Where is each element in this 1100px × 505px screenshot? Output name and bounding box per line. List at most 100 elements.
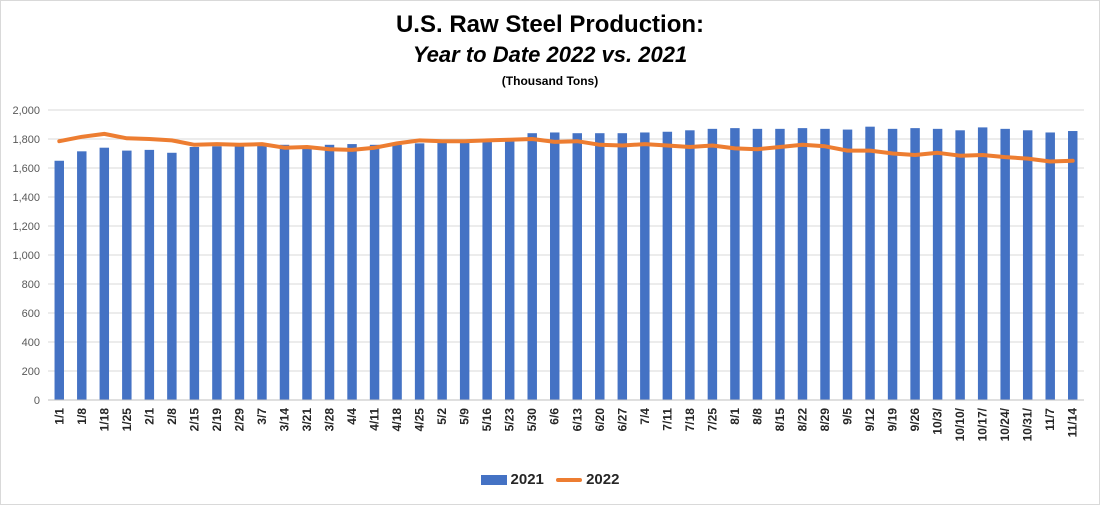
bar-2021 bbox=[369, 144, 380, 400]
x-tick-label: 10/17/ bbox=[976, 407, 990, 441]
legend-label-2022: 2022 bbox=[586, 470, 620, 488]
x-tick-label: 2/8 bbox=[165, 408, 179, 425]
y-tick-label: 200 bbox=[22, 366, 40, 378]
bar-2021 bbox=[640, 132, 650, 400]
bar-2021 bbox=[887, 128, 898, 400]
x-tick-label: 11/14 bbox=[1066, 408, 1080, 438]
bar-2021 bbox=[212, 146, 222, 400]
y-tick-label: 2,000 bbox=[12, 105, 40, 117]
y-tick-label: 400 bbox=[22, 337, 40, 349]
bar-2021 bbox=[504, 139, 515, 400]
x-tick-label: 2/19 bbox=[210, 408, 224, 432]
chart-units: (Thousand Tons) bbox=[501, 74, 599, 88]
chart-legend: 2021 2022 bbox=[0, 470, 1100, 488]
bar-2021 bbox=[595, 133, 605, 400]
bar-2021 bbox=[955, 130, 965, 401]
bar-2021 bbox=[234, 146, 245, 400]
bar-2021 bbox=[392, 144, 402, 400]
x-tick-label: 3/7 bbox=[255, 408, 269, 425]
bar-2021 bbox=[932, 128, 943, 400]
x-tick-label: 10/3/ bbox=[931, 407, 945, 434]
y-tick-label: 600 bbox=[22, 308, 40, 320]
bar-2021 bbox=[99, 147, 110, 400]
bar-2021 bbox=[257, 144, 267, 400]
bar-2021 bbox=[482, 140, 492, 400]
chart-subtitle: Year to Date 2022 vs. 2021 bbox=[412, 42, 688, 67]
bar-2021 bbox=[347, 144, 357, 400]
x-tick-label: 1/8 bbox=[75, 408, 89, 425]
bar-2021 bbox=[1068, 131, 1078, 400]
x-tick-label: 8/29 bbox=[818, 408, 832, 432]
chart-title: U.S. Raw Steel Production: bbox=[395, 11, 705, 38]
x-tick-label: 9/12 bbox=[863, 408, 877, 432]
x-tick-label: 4/18 bbox=[390, 408, 404, 432]
x-tick-label: 4/4 bbox=[345, 408, 359, 425]
x-tick-label: 8/8 bbox=[750, 408, 764, 425]
y-tick-label: 1,200 bbox=[12, 221, 40, 233]
bar-2021 bbox=[414, 143, 425, 400]
bar-2021 bbox=[167, 152, 177, 400]
y-tick-label: 1,000 bbox=[12, 250, 40, 262]
x-tick-label: 11/7 bbox=[1043, 408, 1057, 431]
x-tick-label: 3/21 bbox=[300, 408, 314, 432]
bar-2021 bbox=[1022, 130, 1033, 401]
bar-2021 bbox=[707, 128, 718, 400]
x-tick-label: 5/2 bbox=[435, 408, 449, 425]
bar-2021 bbox=[437, 142, 447, 400]
x-tick-label: 5/16 bbox=[480, 408, 494, 432]
bar-2021 bbox=[775, 128, 785, 400]
bar-2021 bbox=[910, 128, 920, 400]
legend-item-2021: 2021 bbox=[480, 470, 544, 488]
bar-2021 bbox=[662, 131, 673, 400]
bar-2021 bbox=[54, 160, 64, 400]
legend-swatch-2021 bbox=[480, 474, 507, 485]
x-tick-label: 2/29 bbox=[232, 408, 246, 432]
y-tick-label: 800 bbox=[22, 279, 40, 291]
y-tick-label: 1,600 bbox=[12, 163, 40, 175]
x-tick-label: 9/26 bbox=[908, 408, 922, 432]
bar-2021 bbox=[572, 133, 582, 400]
bar-2021 bbox=[144, 149, 155, 400]
bar-2021 bbox=[550, 132, 560, 400]
legend-swatch-2022 bbox=[556, 477, 583, 482]
x-tick-label: 5/23 bbox=[503, 408, 517, 432]
x-tick-label: 6/13 bbox=[570, 408, 584, 432]
x-tick-label: 9/5 bbox=[841, 408, 855, 425]
x-tick-label: 8/15 bbox=[773, 408, 787, 432]
x-tick-label: 7/25 bbox=[705, 408, 719, 432]
bar-2021 bbox=[302, 145, 312, 400]
legend-item-2022: 2022 bbox=[556, 471, 619, 488]
bar-2021 bbox=[1045, 132, 1055, 400]
bar-2021 bbox=[865, 126, 875, 401]
bar-2021 bbox=[77, 151, 87, 400]
x-tick-label: 1/1 bbox=[52, 408, 66, 425]
x-tick-label: 9/19 bbox=[886, 408, 900, 432]
bar-2021 bbox=[617, 133, 628, 400]
x-tick-label: 4/25 bbox=[413, 408, 427, 432]
legend-label-2021: 2021 bbox=[510, 470, 544, 488]
x-tick-label: 4/11 bbox=[368, 408, 382, 431]
bar-2021 bbox=[977, 127, 988, 401]
x-tick-label: 5/30 bbox=[525, 408, 539, 432]
chart-title-block: U.S. Raw Steel Production: Year to Date … bbox=[0, 10, 1100, 90]
y-tick-label: 1,800 bbox=[12, 134, 40, 146]
bar-2021 bbox=[842, 129, 853, 400]
x-tick-label: 7/18 bbox=[683, 408, 697, 432]
bar-2021 bbox=[527, 133, 537, 400]
x-tick-label: 6/27 bbox=[615, 408, 629, 432]
y-tick-label: 1,400 bbox=[12, 192, 40, 204]
x-tick-label: 6/6 bbox=[548, 408, 562, 425]
x-tick-label: 2/15 bbox=[187, 408, 201, 432]
x-tick-label: 1/18 bbox=[97, 408, 111, 432]
x-tick-label: 7/4 bbox=[638, 408, 652, 425]
bar-2021 bbox=[797, 128, 808, 400]
bar-2021 bbox=[459, 141, 470, 401]
bar-2021 bbox=[279, 144, 290, 400]
y-tick-label: 0 bbox=[34, 395, 40, 407]
x-tick-label: 10/10/ bbox=[953, 407, 967, 441]
x-tick-label: 10/31/ bbox=[1021, 407, 1035, 441]
bar-2021 bbox=[122, 150, 132, 400]
bar-2021 bbox=[685, 130, 695, 401]
bar-2021 bbox=[189, 146, 200, 400]
x-tick-label: 1/25 bbox=[120, 408, 134, 432]
